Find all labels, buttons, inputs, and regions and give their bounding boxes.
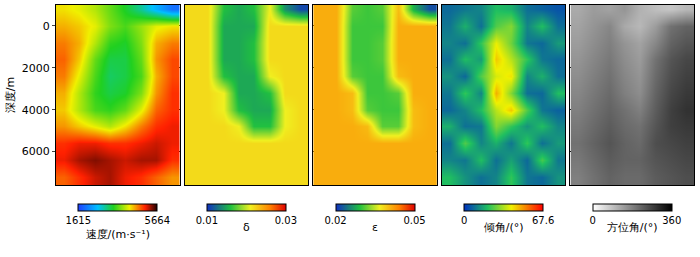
svg-text:0: 0 <box>590 215 596 226</box>
svg-text:67.6: 67.6 <box>532 215 554 226</box>
svg-text:倾角/(°): 倾角/(°) <box>484 221 524 234</box>
svg-text:0.05: 0.05 <box>403 215 425 226</box>
svg-text:0.01: 0.01 <box>196 215 218 226</box>
svg-text:2000: 2000 <box>22 62 50 75</box>
svg-text:δ: δ <box>243 221 250 234</box>
svg-text:方位角/(°): 方位角/(°) <box>607 221 658 234</box>
svg-text:360: 360 <box>662 215 681 226</box>
svg-text:1615: 1615 <box>66 215 91 226</box>
svg-text:速度/(m·s⁻¹): 速度/(m·s⁻¹) <box>86 228 150 241</box>
svg-text:0.03: 0.03 <box>275 215 297 226</box>
svg-text:0.02: 0.02 <box>324 215 346 226</box>
svg-text:4000: 4000 <box>22 104 50 117</box>
svg-text:5664: 5664 <box>145 215 170 226</box>
svg-text:0: 0 <box>43 20 50 33</box>
svg-text:6000: 6000 <box>22 145 50 158</box>
svg-text:深度/m: 深度/m <box>4 77 17 113</box>
svg-text:0: 0 <box>461 215 467 226</box>
svg-text:ε: ε <box>372 221 378 234</box>
